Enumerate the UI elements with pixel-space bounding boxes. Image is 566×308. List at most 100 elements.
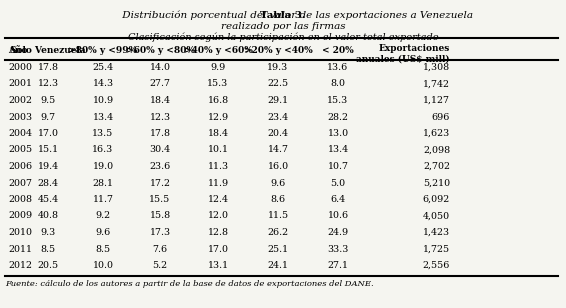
Text: 9.3: 9.3 xyxy=(40,228,55,237)
Text: 8.5: 8.5 xyxy=(40,245,55,253)
Text: Tabla 3.: Tabla 3. xyxy=(260,11,306,20)
Text: 18.4: 18.4 xyxy=(149,96,170,105)
Text: 6,092: 6,092 xyxy=(423,195,450,204)
Text: 10.6: 10.6 xyxy=(328,212,349,221)
Text: 18.4: 18.4 xyxy=(208,129,229,138)
Text: 2000: 2000 xyxy=(8,63,32,72)
Text: 13.0: 13.0 xyxy=(328,129,349,138)
Text: 2008: 2008 xyxy=(8,195,32,204)
Text: 2,098: 2,098 xyxy=(423,145,450,155)
Text: 14.7: 14.7 xyxy=(268,145,289,155)
Text: 5.2: 5.2 xyxy=(152,261,168,270)
Text: Año: Año xyxy=(8,46,28,55)
Text: Fuente: cálculo de los autores a partir de la base de datos de exportaciones del: Fuente: cálculo de los autores a partir … xyxy=(5,281,374,289)
Text: 7.6: 7.6 xyxy=(152,245,168,253)
Text: >80% y <99%: >80% y <99% xyxy=(68,46,138,55)
Text: Solo Venezuela: Solo Venezuela xyxy=(10,46,86,55)
Text: 17.3: 17.3 xyxy=(149,228,170,237)
Text: 12.8: 12.8 xyxy=(208,228,229,237)
Text: 33.3: 33.3 xyxy=(327,245,349,253)
Text: 24.1: 24.1 xyxy=(268,261,289,270)
Text: 2005: 2005 xyxy=(8,145,32,155)
Text: 12.3: 12.3 xyxy=(37,79,58,88)
Text: 5.0: 5.0 xyxy=(331,179,346,188)
Text: 1,742: 1,742 xyxy=(423,79,450,88)
Text: 40.8: 40.8 xyxy=(37,212,58,221)
Text: 15.1: 15.1 xyxy=(37,145,58,155)
Text: 23.6: 23.6 xyxy=(149,162,170,171)
Text: 12.0: 12.0 xyxy=(208,212,229,221)
Text: 2004: 2004 xyxy=(8,129,32,138)
Text: 9.9: 9.9 xyxy=(211,63,226,72)
Text: 16.3: 16.3 xyxy=(92,145,114,155)
Text: 2009: 2009 xyxy=(8,212,32,221)
Text: 1,127: 1,127 xyxy=(423,96,450,105)
Text: 10.9: 10.9 xyxy=(92,96,114,105)
Text: 27.7: 27.7 xyxy=(149,79,170,88)
Text: 2007: 2007 xyxy=(8,179,32,188)
Text: 8.0: 8.0 xyxy=(331,79,345,88)
Text: 24.9: 24.9 xyxy=(328,228,349,237)
Text: 11.3: 11.3 xyxy=(207,162,229,171)
Text: 13.1: 13.1 xyxy=(207,261,229,270)
Text: 17.8: 17.8 xyxy=(149,129,170,138)
Text: 45.4: 45.4 xyxy=(37,195,58,204)
Text: 1,725: 1,725 xyxy=(423,245,450,253)
Text: 15.8: 15.8 xyxy=(149,212,170,221)
Text: 2012: 2012 xyxy=(8,261,32,270)
Text: 2011: 2011 xyxy=(8,245,32,253)
Text: >60% y <80%: >60% y <80% xyxy=(126,46,195,55)
Text: 28.2: 28.2 xyxy=(328,112,349,121)
Text: 14.0: 14.0 xyxy=(149,63,170,72)
Text: 29.1: 29.1 xyxy=(268,96,289,105)
Text: 15.3: 15.3 xyxy=(207,79,229,88)
Text: 1,423: 1,423 xyxy=(423,228,450,237)
Text: 17.0: 17.0 xyxy=(208,245,229,253)
Text: < 20%: < 20% xyxy=(322,46,354,55)
Text: >20% y <40%: >20% y <40% xyxy=(243,46,312,55)
Text: 13.4: 13.4 xyxy=(92,112,114,121)
Text: Clasificación según la participación en el valor total exportado: Clasificación según la participación en … xyxy=(128,33,438,43)
Text: 9.7: 9.7 xyxy=(40,112,55,121)
Text: 12.4: 12.4 xyxy=(208,195,229,204)
Text: 13.6: 13.6 xyxy=(327,63,349,72)
Text: 19.0: 19.0 xyxy=(92,162,114,171)
Text: 8.5: 8.5 xyxy=(96,245,110,253)
Text: 26.2: 26.2 xyxy=(268,228,289,237)
Text: 6.4: 6.4 xyxy=(331,195,346,204)
Text: 28.4: 28.4 xyxy=(37,179,58,188)
Text: 25.4: 25.4 xyxy=(92,63,114,72)
Text: 10.0: 10.0 xyxy=(92,261,114,270)
Text: 14.3: 14.3 xyxy=(92,79,114,88)
Text: 1,623: 1,623 xyxy=(423,129,450,138)
Text: 5,210: 5,210 xyxy=(423,179,450,188)
Text: 2,556: 2,556 xyxy=(423,261,450,270)
Text: realizado por las firmas: realizado por las firmas xyxy=(221,22,345,31)
Text: Exportaciones
anuales (US$ mill): Exportaciones anuales (US$ mill) xyxy=(357,44,450,63)
Text: 696: 696 xyxy=(432,112,450,121)
Text: 2010: 2010 xyxy=(8,228,32,237)
Text: 17.8: 17.8 xyxy=(37,63,58,72)
Text: 16.8: 16.8 xyxy=(207,96,229,105)
Text: 25.1: 25.1 xyxy=(268,245,289,253)
Text: 9.6: 9.6 xyxy=(96,228,110,237)
Text: 9.2: 9.2 xyxy=(96,212,110,221)
Text: 15.5: 15.5 xyxy=(149,195,170,204)
Text: 15.3: 15.3 xyxy=(327,96,349,105)
Text: 22.5: 22.5 xyxy=(268,79,289,88)
Text: 27.1: 27.1 xyxy=(328,261,349,270)
Text: 11.9: 11.9 xyxy=(207,179,229,188)
Text: 4,050: 4,050 xyxy=(423,212,450,221)
Text: 19.3: 19.3 xyxy=(267,63,289,72)
Text: 9.5: 9.5 xyxy=(40,96,55,105)
Text: 2,702: 2,702 xyxy=(423,162,450,171)
Text: 2001: 2001 xyxy=(8,79,32,88)
Text: 13.5: 13.5 xyxy=(92,129,114,138)
Text: 10.7: 10.7 xyxy=(328,162,349,171)
Text: 16.0: 16.0 xyxy=(268,162,289,171)
Text: 20.4: 20.4 xyxy=(268,129,289,138)
Text: 28.1: 28.1 xyxy=(92,179,114,188)
Text: 13.4: 13.4 xyxy=(328,145,349,155)
Text: 11.5: 11.5 xyxy=(268,212,289,221)
Text: 2003: 2003 xyxy=(8,112,32,121)
